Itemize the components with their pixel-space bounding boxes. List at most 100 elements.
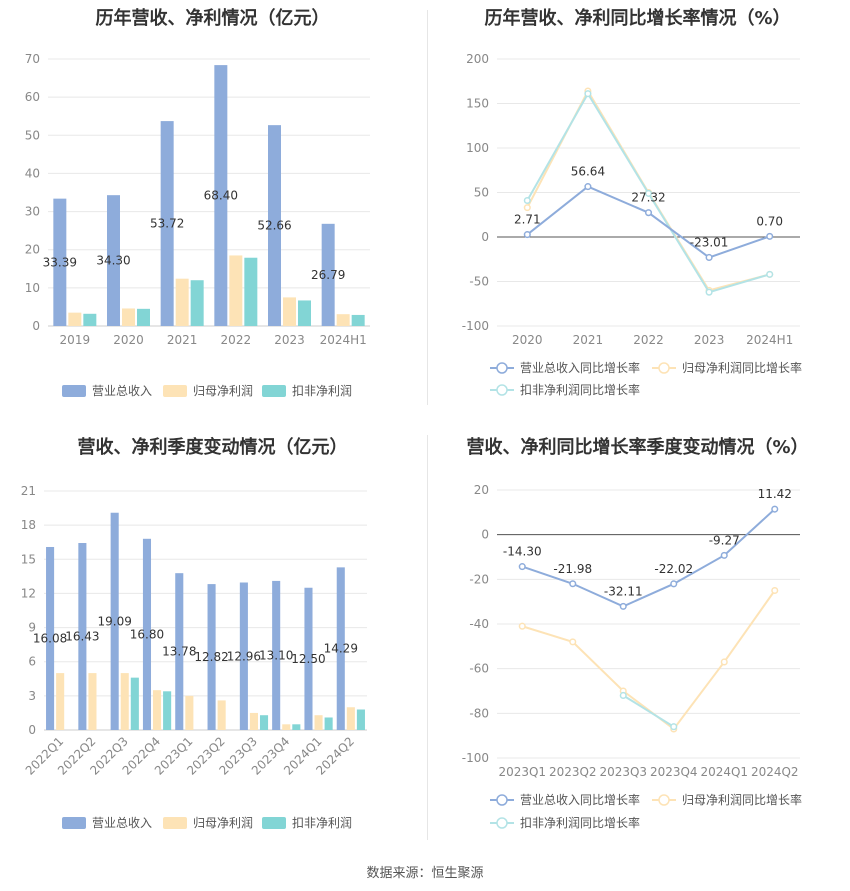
y-tick-label: 6 [28,655,36,669]
bar [336,567,345,730]
data-point [569,580,577,588]
series-line [521,508,776,608]
y-tick-label: -20 [469,572,489,586]
data-label: -21.98 [553,562,592,576]
bar [120,673,129,730]
y-tick-label: 15 [21,552,36,566]
y-tick-label: 60 [25,90,40,104]
bar [249,712,258,730]
data-label: -32.11 [604,584,643,598]
data-label: 12.82 [194,650,228,664]
bar [83,313,97,326]
data-point [644,189,653,197]
data-label: 0.70 [756,214,783,228]
annual-growth-rate-chart: -100 -50 0 50 100 150 200 2020 2021 2022 2023 2024H… [462,52,802,397]
legend-marker [658,362,670,374]
legend-marker [496,384,508,396]
bar [185,695,194,730]
y-tick-label: 20 [25,243,40,257]
y-tick-label: 150 [466,97,489,111]
data-label: 56.64 [571,165,605,179]
y-tick-label: 0 [481,230,489,244]
x-tick-label: 2023Q4 [650,765,698,779]
bar [46,546,55,730]
x-tick-label: 2023Q3 [599,765,647,779]
bar [163,691,172,730]
vertical-divider [427,435,428,840]
data-label: 16.80 [130,627,164,641]
y-tick-label: 200 [466,52,489,66]
data-point [766,270,774,278]
x-tick-label: 2021 [167,333,198,347]
bar [190,280,204,326]
bar [207,584,216,730]
x-tick-label: 2020 [113,333,144,347]
x-tick-label: 2020 [512,333,543,347]
data-label: 16.08 [33,631,67,645]
data-point [523,231,531,239]
bar [122,308,135,326]
bar [229,255,243,326]
y-tick-label: 20 [474,483,489,497]
data-label: -9.27 [709,533,740,547]
quarterly-revenue-profit-chart: 0369121518212022Q12022Q22022Q32022Q42023… [21,484,367,830]
legend-label: 营业总收入同比增长率 [520,792,640,807]
y-tick-label: -100 [462,751,489,765]
y-tick-label: 30 [25,205,40,219]
data-label: 2.71 [514,213,541,227]
data-point [771,586,779,595]
legend-marker [496,362,508,374]
bar [346,707,355,730]
data-label: -22.02 [654,562,693,576]
bar [314,715,323,730]
bar [130,677,139,730]
y-tick-label: -50 [469,275,489,289]
bar [268,125,281,327]
data-label: 12.96 [227,649,261,663]
data-point [771,505,779,513]
y-tick-label: 18 [21,518,36,532]
legend-marker [658,794,670,806]
bar [217,700,226,730]
legend-swatch [163,817,187,829]
data-point [584,183,592,191]
bar [153,690,162,730]
y-tick-label: 10 [25,281,40,295]
x-tick-label: 2021 [573,333,604,347]
legend-label: 扣非净利润 [292,384,352,398]
x-tick-label: 2022 [633,333,664,347]
bar [107,195,120,326]
y-tick-label: 3 [28,689,36,703]
y-tick-label: 70 [25,52,40,66]
legend-marker [496,794,508,806]
data-label: 13.78 [162,645,196,659]
data-label: 52.66 [257,219,291,233]
x-tick-label: 2024Q1 [700,765,748,779]
data-label: 13.10 [259,648,293,662]
chart-title: 历年营收、净利同比增长率情况（%） [484,8,791,29]
data-label: 53.72 [150,217,184,231]
bar [244,257,258,326]
bar [259,715,269,730]
data-label: 33.39 [43,255,77,269]
bar [68,312,82,326]
y-tick-label: 21 [21,484,36,498]
data-label: 68.40 [204,189,238,203]
y-tick-label: -60 [469,662,489,676]
y-tick-label: 0 [32,319,40,333]
legend-label: 扣非净利润同比增长率 [520,382,640,397]
data-label: 11.42 [758,487,792,501]
legend-label: 营业总收入同比增长率 [520,360,640,375]
bar [292,724,301,730]
data-point [518,622,526,630]
bar [336,314,350,326]
data-label: 16.43 [65,630,99,644]
vertical-divider [427,10,428,405]
data-point [569,638,577,646]
y-tick-label: 100 [466,141,489,155]
data-source: 数据来源：恒生聚源 [366,866,484,881]
y-tick-label: -80 [469,706,489,720]
data-label: 19.09 [97,614,131,628]
bar [298,300,311,326]
legend-swatch [262,385,286,397]
